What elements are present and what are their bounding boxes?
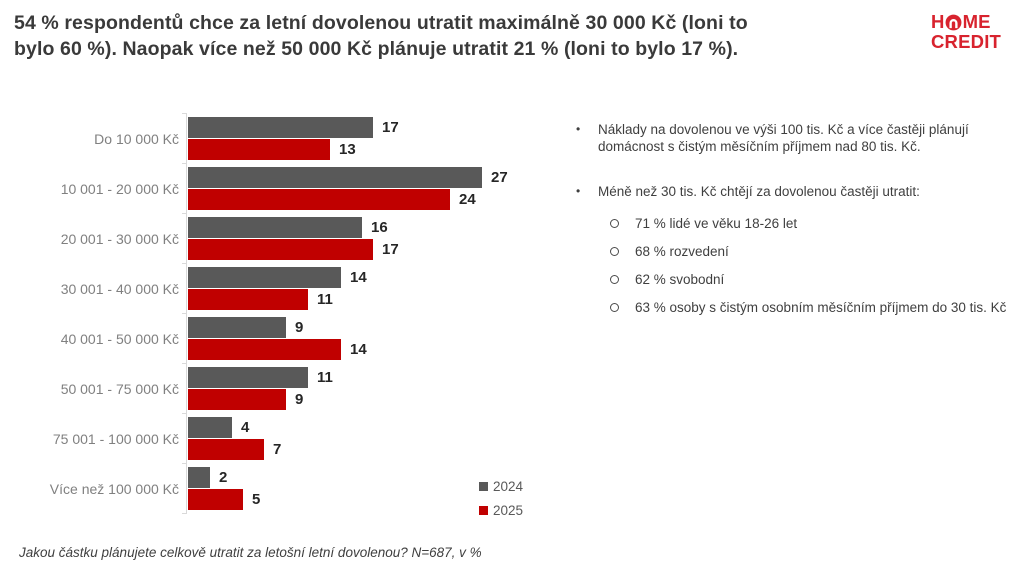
category-label: 40 001 - 50 000 Kč [60, 330, 179, 347]
bar-2024 [188, 467, 210, 488]
circle-bullet-icon [610, 275, 619, 284]
chart-row: Více než 100 000 Kč 2 5 [0, 467, 570, 511]
bar-2025 [188, 189, 450, 210]
value-label-2024: 14 [350, 269, 367, 286]
chart-row: 50 001 - 75 000 Kč 11 9 [0, 367, 570, 411]
bar-2025 [188, 239, 373, 260]
insight-subitem-4: 63 % osoby s čistým osobním měsíčním pří… [573, 299, 1023, 316]
bar-2025 [188, 289, 308, 310]
logo-letters-me: ME [962, 11, 991, 32]
axis-tick [182, 213, 187, 214]
slide-title: 54 % respondentů chce za letní dovolenou… [14, 10, 914, 62]
bar-2024 [188, 317, 286, 338]
chart-row: 10 001 - 20 000 Kč 27 24 [0, 167, 570, 211]
insight-subitem-2: 68 % rozvedení [573, 243, 1023, 260]
survey-question-footnote: Jakou částku plánujete celkově utratit z… [19, 545, 482, 560]
axis-tick [182, 163, 187, 164]
value-label-2024: 2 [219, 469, 228, 486]
bar-2025 [188, 439, 264, 460]
insight-subitem-1-text: 71 % lidé ve věku 18-26 let [635, 216, 798, 231]
legend-label-2024: 2024 [493, 479, 524, 494]
bar-2024 [188, 417, 232, 438]
value-label-2025: 11 [317, 291, 333, 308]
bar-2025 [188, 339, 341, 360]
value-label-2024: 16 [371, 219, 388, 236]
chart-row: 30 001 - 40 000 Kč 14 11 [0, 267, 570, 311]
category-label: 30 001 - 40 000 Kč [60, 280, 179, 297]
chart-row: Do 10 000 Kč 17 13 [0, 117, 570, 161]
circle-bullet-icon [610, 303, 619, 312]
value-label-2025: 24 [459, 191, 476, 208]
insight-bullet-2-text: Méně než 30 tis. Kč chtějí za dovolenou … [598, 184, 920, 199]
bar-2024 [188, 167, 482, 188]
logo-letter-h: H [931, 11, 945, 32]
value-label-2024: 4 [241, 419, 250, 436]
insights-panel: • Náklady na dovolenou ve výši 100 tis. … [573, 121, 1023, 327]
slide-title-line2: bylo 60 %). Naopak více než 50 000 Kč pl… [14, 38, 739, 60]
axis-tick [182, 413, 187, 414]
chart-row: 40 001 - 50 000 Kč 9 14 [0, 317, 570, 361]
bar-2025 [188, 139, 330, 160]
circle-bullet-icon [610, 219, 619, 228]
insight-subitem-3: 62 % svobodní [573, 271, 1023, 288]
axis-tick [182, 113, 187, 114]
axis-tick [182, 313, 187, 314]
value-label-2025: 5 [252, 491, 261, 508]
value-label-2024: 27 [491, 169, 508, 186]
chart-legend: 2024 2025 [479, 478, 523, 526]
chart-row: 75 001 - 100 000 Kč 4 7 [0, 417, 570, 461]
legend-swatch-2024 [479, 482, 488, 491]
axis-tick [182, 463, 187, 464]
category-label: 20 001 - 30 000 Kč [60, 230, 179, 247]
bar-2025 [188, 489, 243, 510]
value-label-2024: 17 [382, 119, 399, 136]
logo-word-credit: CREDIT [931, 31, 1002, 52]
value-label-2024: 11 [317, 369, 333, 386]
value-label-2025: 9 [295, 391, 304, 408]
value-label-2024: 9 [295, 319, 304, 336]
bar-2024 [188, 267, 341, 288]
legend-item-2025: 2025 [479, 502, 523, 519]
chart-row: 20 001 - 30 000 Kč 16 17 [0, 217, 570, 261]
axis-tick [182, 263, 187, 264]
insight-sublist: 71 % lidé ve věku 18-26 let 68 % rozvede… [573, 215, 1023, 316]
circle-bullet-icon [610, 247, 619, 256]
slide-title-line1: 54 % respondentů chce za letní dovolenou… [14, 12, 748, 34]
logo-o-icon [945, 14, 962, 30]
bar-2024 [188, 367, 308, 388]
bar-2025 [188, 389, 286, 410]
logo-word-home: H ME [931, 12, 1001, 32]
category-label: 75 001 - 100 000 Kč [52, 430, 179, 447]
legend-swatch-2025 [479, 506, 488, 515]
bar-2024 [188, 117, 373, 138]
insight-subitem-1: 71 % lidé ve věku 18-26 let [573, 215, 1023, 232]
category-label: 10 001 - 20 000 Kč [60, 180, 179, 197]
insight-bullet-2: • Méně než 30 tis. Kč chtějí za dovoleno… [573, 183, 1023, 200]
category-label: Do 10 000 Kč [94, 130, 179, 147]
insight-subitem-3-text: 62 % svobodní [635, 272, 725, 287]
category-label: Více než 100 000 Kč [49, 480, 179, 497]
axis-tick [182, 363, 187, 364]
insight-subitem-4-text: 63 % osoby s čistým osobním měsíčním pří… [635, 300, 1007, 315]
category-label: 50 001 - 75 000 Kč [60, 380, 179, 397]
bar-chart: Do 10 000 Kč 17 13 10 001 - 20 000 Kč 27 24 20… [0, 113, 570, 514]
value-label-2025: 7 [273, 441, 282, 458]
value-label-2025: 14 [350, 341, 367, 358]
value-label-2025: 13 [339, 141, 356, 158]
value-label-2025: 17 [382, 241, 399, 258]
insight-subitem-2-text: 68 % rozvedení [635, 244, 729, 259]
bar-2024 [188, 217, 362, 238]
legend-label-2025: 2025 [493, 503, 524, 518]
axis-tick [182, 513, 187, 514]
home-credit-logo: H ME CREDIT [931, 12, 1001, 52]
insight-bullet-1: • Náklady na dovolenou ve výši 100 tis. … [573, 121, 1023, 155]
bullet-icon: • [576, 122, 581, 136]
bullet-icon: • [576, 184, 581, 198]
insight-bullet-1-text: Náklady na dovolenou ve výši 100 tis. Kč… [598, 122, 969, 154]
legend-item-2024: 2024 [479, 478, 523, 495]
